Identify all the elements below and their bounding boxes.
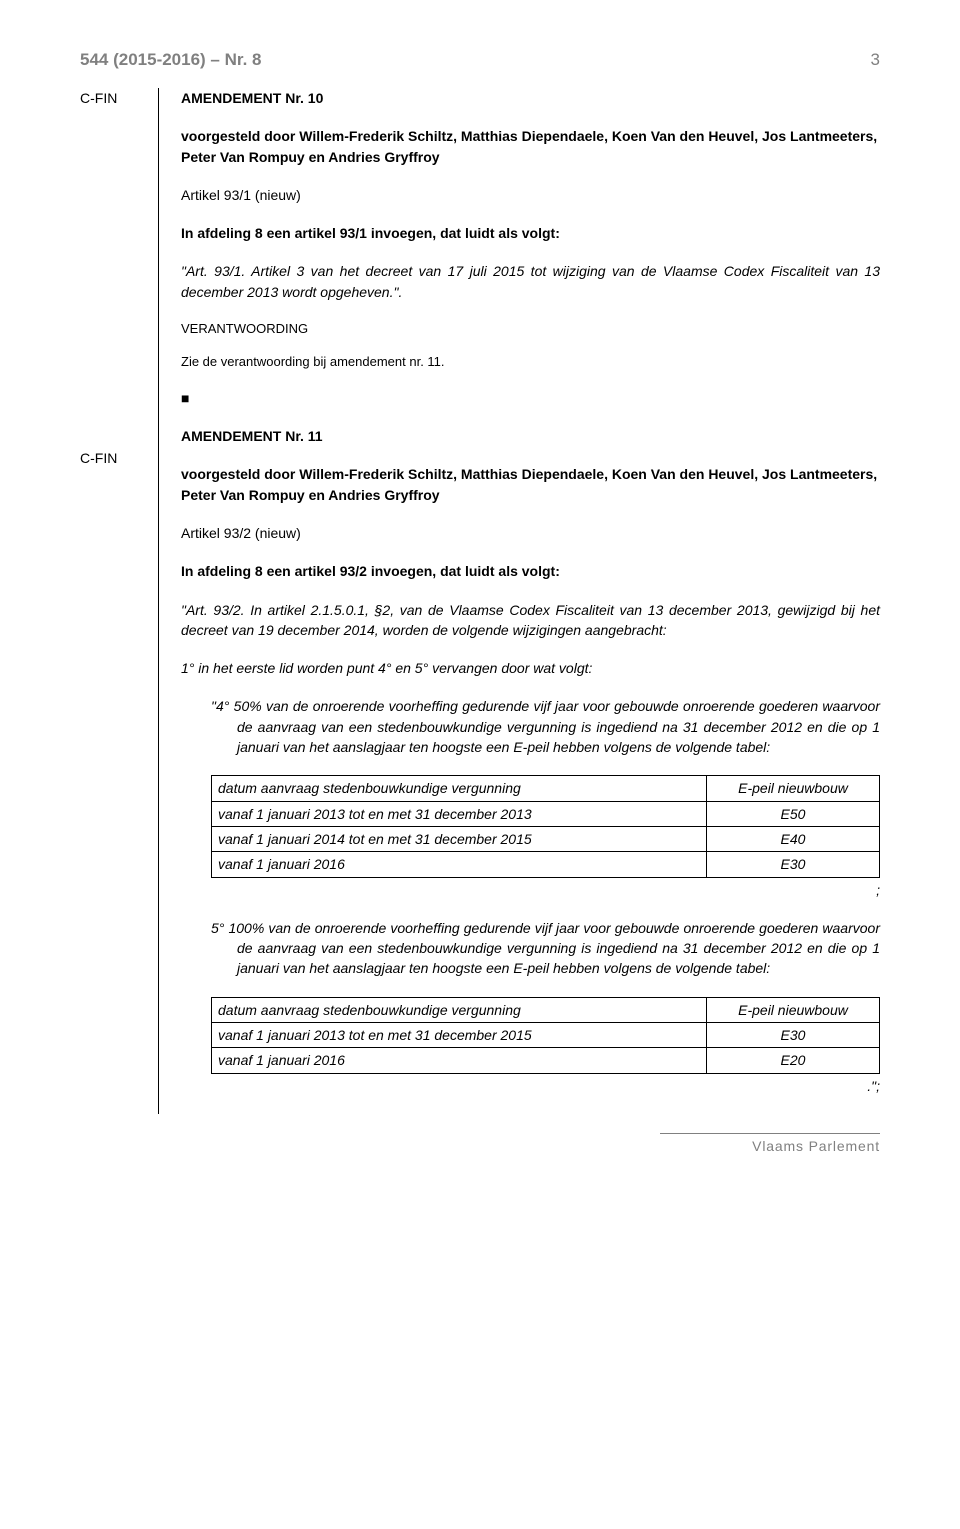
content-column: AMENDEMENT Nr. 10 voorgesteld door Wille… <box>159 88 880 1114</box>
amendment-11-article: Artikel 93/2 (nieuw) <box>181 523 880 543</box>
table-2-wrapper: datum aanvraag stedenbouwkundige vergunn… <box>211 997 880 1096</box>
cfin-label-2: C-FIN <box>80 448 150 466</box>
footer-text: Vlaams Parlement <box>660 1138 880 1154</box>
table1-h2: E-peil nieuwbouw <box>707 776 880 801</box>
table1-r2c0: vanaf 1 januari 2016 <box>212 852 707 877</box>
amendment-11-proposers: voorgesteld door Willem-Frederik Schiltz… <box>181 464 880 505</box>
table-1-wrapper: datum aanvraag stedenbouwkundige vergunn… <box>211 775 880 899</box>
table1-r0c0: vanaf 1 januari 2013 tot en met 31 decem… <box>212 801 707 826</box>
epeil-table-1: datum aanvraag stedenbouwkundige vergunn… <box>211 775 880 877</box>
amendment-11-sub5: 5° 100% van de onroerende voorheffing ge… <box>211 918 880 979</box>
table2-h1: datum aanvraag stedenbouwkundige vergunn… <box>212 997 707 1022</box>
epeil-table-2: datum aanvraag stedenbouwkundige vergunn… <box>211 997 880 1074</box>
amendment-11-sub4: "4° 50% van de onroerende voorheffing ge… <box>211 696 880 757</box>
amendment-11-insert: In afdeling 8 een artikel 93/2 invoegen,… <box>181 561 880 581</box>
margin-column: C-FIN C-FIN <box>80 88 159 1114</box>
table1-h1: datum aanvraag stedenbouwkundige vergunn… <box>212 776 707 801</box>
amendment-11-title: AMENDEMENT Nr. 11 <box>181 426 880 446</box>
table1-r2c1: E30 <box>707 852 880 877</box>
amendment-11-quote: "Art. 93/2. In artikel 2.1.5.0.1, §2, va… <box>181 600 880 641</box>
amendment-10-insert: In afdeling 8 een artikel 93/1 invoegen,… <box>181 223 880 243</box>
table2-r0c1: E30 <box>707 1023 880 1048</box>
doc-reference: 544 (2015-2016) – Nr. 8 <box>80 50 261 70</box>
section-end-square-1: ■ <box>181 388 880 408</box>
cfin-label-1: C-FIN <box>80 88 150 106</box>
amendment-10-verantwoording-body: Zie de verantwoording bij amendement nr.… <box>181 353 880 372</box>
amendment-10-article: Artikel 93/1 (nieuw) <box>181 185 880 205</box>
amendment-10-title: AMENDEMENT Nr. 10 <box>181 88 880 108</box>
table1-r0c1: E50 <box>707 801 880 826</box>
page-header: 544 (2015-2016) – Nr. 8 3 <box>80 50 880 70</box>
table2-r1c1: E20 <box>707 1048 880 1073</box>
table1-r1c1: E40 <box>707 826 880 851</box>
amendment-10-proposers: voorgesteld door Willem-Frederik Schiltz… <box>181 126 880 167</box>
table2-r1c0: vanaf 1 januari 2016 <box>212 1048 707 1073</box>
page-number: 3 <box>871 50 880 70</box>
amendment-11-item1: 1° in het eerste lid worden punt 4° en 5… <box>181 658 880 678</box>
table1-trailing: ; <box>211 880 880 900</box>
page-footer: Vlaams Parlement <box>660 1133 880 1154</box>
table2-h2: E-peil nieuwbouw <box>707 997 880 1022</box>
table2-r0c0: vanaf 1 januari 2013 tot en met 31 decem… <box>212 1023 707 1048</box>
table2-trailing: ."; <box>211 1076 880 1096</box>
amendment-10-quote: "Art. 93/1. Artikel 3 van het decreet va… <box>181 261 880 302</box>
table1-r1c0: vanaf 1 januari 2014 tot en met 31 decem… <box>212 826 707 851</box>
amendment-10-verantwoording-head: VERANTWOORDING <box>181 320 880 339</box>
